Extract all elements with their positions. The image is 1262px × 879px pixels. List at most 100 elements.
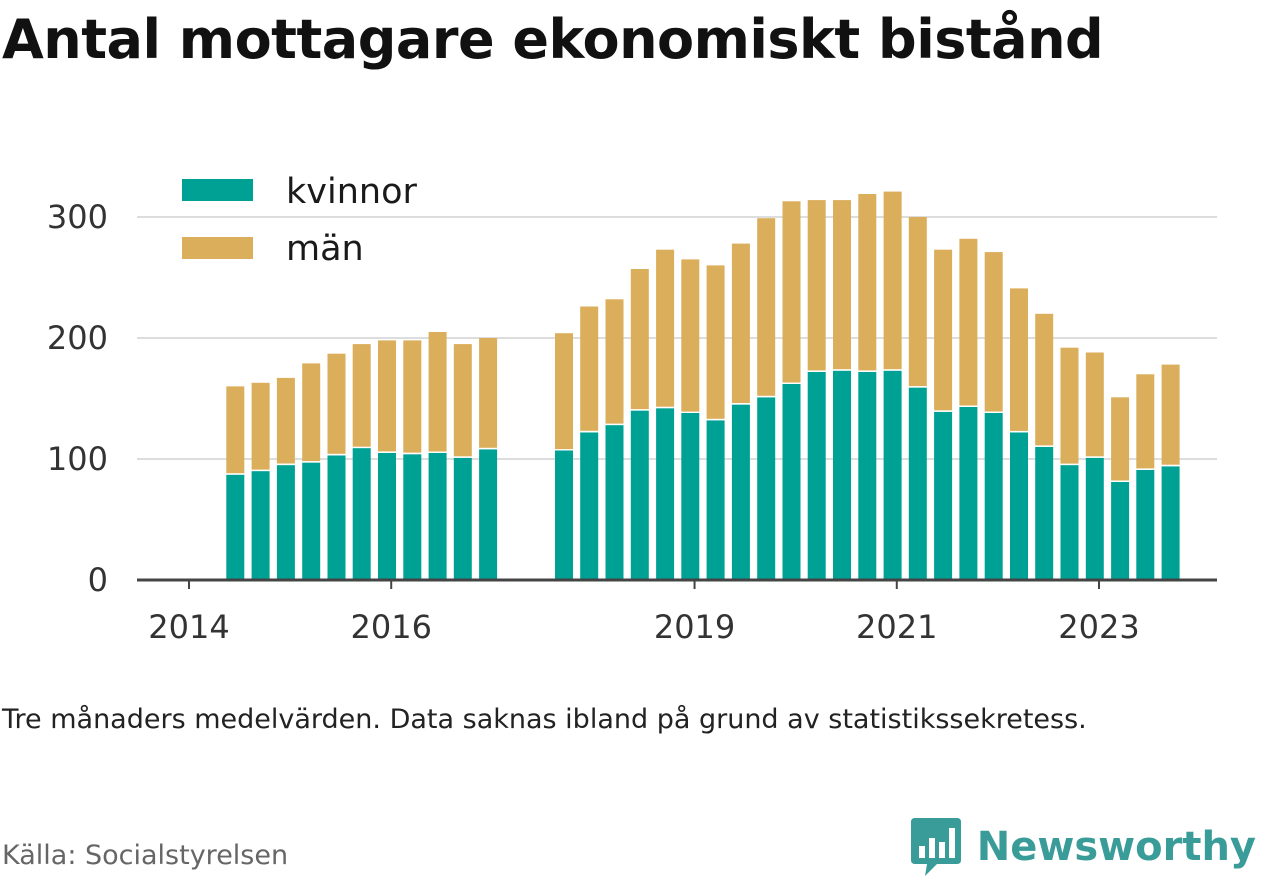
bar-man-2021-11: [984, 252, 1003, 412]
bar-man-2015-02: [302, 363, 321, 462]
legend-label-man: män: [286, 229, 364, 269]
bar-separator: [327, 453, 346, 456]
bar-man-2016-11: [479, 338, 498, 448]
bar-kvinnor-2020-11: [883, 370, 902, 580]
bar-man-2015-11: [378, 340, 396, 452]
bar-man-2017-11: [580, 306, 599, 431]
bar-kvinnor-2018-11: [681, 413, 700, 580]
bar-separator: [681, 411, 700, 413]
bar-kvinnor-2017-08: [555, 450, 573, 580]
bar-separator: [302, 460, 321, 463]
bar-kvinnor-2021-08: [959, 407, 978, 580]
bar-kvinnor-2018-05: [630, 410, 649, 580]
bar-man-2018-02: [605, 299, 624, 424]
bar-separator: [403, 452, 422, 455]
bar-man-2023-02: [1111, 397, 1130, 481]
brand-name: Newsworthy: [976, 824, 1256, 870]
axes: 0 100 200 300 2014 2016 2019 2021 2023: [47, 198, 1217, 646]
bar-man-2021-08: [959, 238, 978, 406]
x-tick-label: 2021: [856, 608, 937, 646]
bar-kvinnor-2022-08: [1060, 465, 1079, 580]
bar-man-2018-05: [630, 269, 649, 410]
bar-kvinnor-2017-11: [580, 432, 599, 580]
bar-man-2020-08: [858, 194, 877, 371]
bar-separator: [1136, 467, 1155, 470]
bar-separator: [226, 472, 245, 475]
bar-kvinnor-2016-02: [403, 454, 422, 580]
bar-separator: [378, 450, 396, 453]
bar-man-2016-08: [453, 344, 472, 457]
bar-separator: [807, 369, 826, 372]
x-tick-label: 2016: [351, 608, 432, 646]
bar-man-2023-05: [1136, 374, 1155, 469]
bar-separator: [428, 450, 447, 453]
bar-man-2018-08: [656, 249, 675, 407]
bar-man-2019-02: [706, 265, 725, 419]
bar-man-2023-08: [1161, 364, 1180, 465]
bar-separator: [984, 411, 1003, 413]
y-tick-label: 100: [47, 440, 108, 478]
bar-man-2015-05: [327, 353, 346, 454]
legend-swatch-kvinnor: [182, 179, 253, 201]
stacked-bar-chart: 0 100 200 300 2014 2016 2019 2021 2023 kvinnor m…: [47, 172, 1217, 646]
bar-separator: [782, 382, 801, 384]
bar-kvinnor-2014-05: [226, 474, 245, 580]
bar-man-2016-02: [403, 340, 422, 453]
bar-separator: [1010, 430, 1028, 433]
legend-label-kvinnor: kvinnor: [286, 172, 417, 212]
bar-separator: [858, 369, 877, 372]
bar-kvinnor-2021-02: [908, 387, 927, 580]
bar-separator: [833, 368, 851, 371]
bar-separator: [1060, 463, 1079, 466]
bar-kvinnor-2019-02: [706, 420, 725, 580]
bar-separator: [934, 409, 953, 412]
bar-man-2019-08: [757, 218, 776, 396]
bar-man-2020-11: [883, 191, 902, 370]
bar-kvinnor-2021-11: [984, 413, 1003, 580]
x-tick-label: 2019: [654, 608, 735, 646]
bar-kvinnor-2014-08: [251, 471, 270, 580]
bar-kvinnor-2015-08: [352, 448, 371, 580]
bar-kvinnor-2020-02: [807, 371, 826, 580]
bar-kvinnor-2020-05: [833, 370, 851, 580]
y-tick-label: 200: [47, 319, 108, 357]
bar-separator: [1161, 464, 1180, 467]
bar-kvinnor-2022-05: [1035, 446, 1054, 580]
bar-man-2015-08: [352, 344, 371, 447]
bar-separator: [352, 446, 371, 449]
bar-man-2014-08: [251, 382, 270, 470]
bar-man-2022-05: [1035, 313, 1054, 446]
bar-separator: [1035, 444, 1054, 447]
bar-man-2021-02: [908, 217, 927, 387]
bar-kvinnor-2015-05: [327, 455, 346, 580]
bar-separator: [731, 402, 750, 405]
bar-separator: [453, 455, 472, 458]
bar-separator: [630, 408, 649, 411]
bar-kvinnor-2016-11: [479, 449, 498, 580]
bar-separator: [251, 469, 270, 472]
bar-man-2017-08: [555, 333, 573, 450]
bar-kvinnor-2015-02: [302, 462, 321, 580]
x-tick-label: 2023: [1058, 608, 1139, 646]
bar-kvinnor-2019-08: [757, 397, 776, 580]
bar-separator: [656, 406, 675, 409]
bar-separator: [555, 448, 573, 451]
bar-separator: [605, 423, 624, 426]
y-tick-label: 300: [47, 198, 108, 236]
bar-separator: [959, 405, 978, 407]
source-credit: Källa: Socialstyrelsen: [2, 840, 289, 871]
bar-separator: [908, 385, 927, 388]
bar-kvinnor-2014-11: [276, 465, 295, 580]
bar-man-2022-02: [1010, 288, 1028, 431]
bar-kvinnor-2018-02: [605, 425, 624, 580]
bar-separator: [1111, 480, 1130, 482]
bar-kvinnor-2022-02: [1010, 432, 1028, 580]
bar-man-2019-11: [782, 201, 801, 383]
bar-kvinnor-2022-11: [1085, 457, 1104, 580]
chart-speech-bubble-icon: [910, 818, 961, 876]
bar-man-2020-05: [833, 200, 851, 370]
bar-kvinnor-2019-11: [782, 384, 801, 580]
x-tick-label: 2014: [148, 608, 229, 646]
chart-title: Antal mottagare ekonomiskt bistånd: [2, 8, 1104, 71]
brand-logo[interactable]: Newsworthy: [910, 818, 1256, 876]
